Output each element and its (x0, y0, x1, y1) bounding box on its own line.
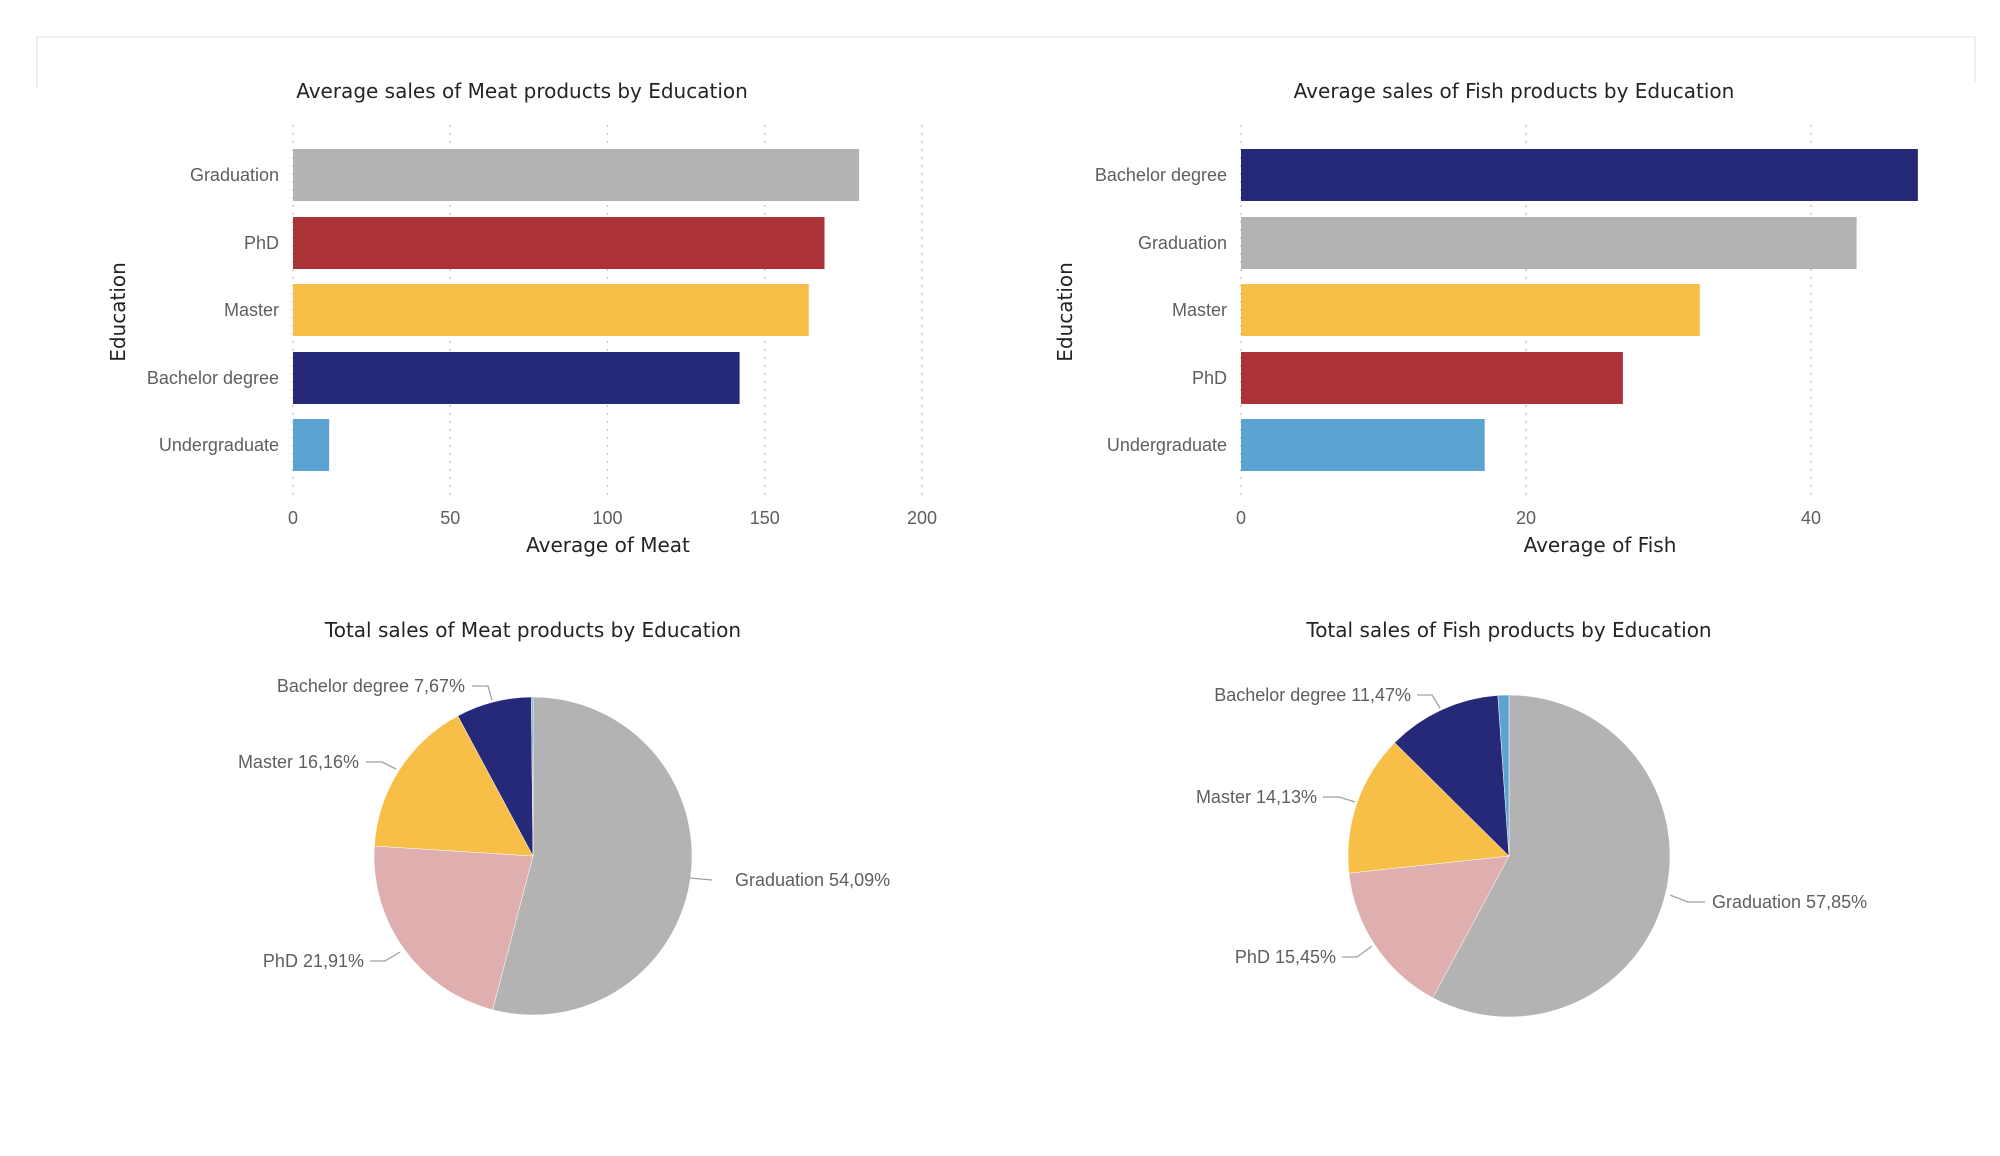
bar[interactable] (1241, 149, 1918, 201)
pie-slice[interactable] (373, 845, 534, 1011)
pie-slice[interactable] (531, 696, 534, 857)
slice-label: PhD 21,91% (263, 951, 364, 971)
y-axis-title: Education (1053, 262, 1077, 362)
x-tick-label: 20 (1516, 508, 1536, 528)
x-tick-label: 50 (440, 508, 460, 528)
slice-label: Bachelor degree 7,67% (277, 676, 465, 696)
slice-labels: Graduation 54,09% PhD 21,91% Master 16,16%… (238, 676, 890, 971)
fish-bar-chart[interactable]: Average sales of Fish products by Educat… (1053, 79, 1918, 557)
pie-slice[interactable] (374, 715, 534, 857)
pie-slices (373, 696, 693, 1016)
category-label: Graduation (1138, 233, 1227, 253)
chart-title: Total sales of Fish products by Educatio… (1305, 618, 1711, 642)
slice-label: Master 16,16% (238, 752, 359, 772)
pie-slice[interactable] (1432, 694, 1671, 1018)
slice-label: Graduation 54,09% (735, 870, 890, 890)
y-axis-title: Education (106, 262, 130, 362)
leader-line (370, 951, 401, 962)
category-labels: Graduation PhD Master Bachelor degree Underg… (147, 165, 279, 455)
category-label: PhD (1192, 368, 1227, 388)
bars (293, 149, 860, 471)
x-tick-labels: 0 50 100 150 200 (288, 508, 937, 528)
x-tick-labels: 0 20 40 (1236, 508, 1821, 528)
pie-slices (1347, 694, 1671, 1018)
bar[interactable] (293, 217, 825, 269)
category-labels: Bachelor degree Graduation Master PhD Underg… (1095, 165, 1227, 455)
leader-line (689, 877, 713, 881)
pie-slice[interactable] (492, 696, 693, 1016)
category-label: Master (224, 300, 279, 320)
category-label: Undergraduate (1107, 435, 1227, 455)
leader-line (1342, 945, 1373, 958)
fish-pie-chart[interactable]: Total sales of Fish products by Educatio… (1196, 618, 1867, 1018)
meat-pie-chart[interactable]: Total sales of Meat products by Educatio… (238, 618, 890, 1016)
bar[interactable] (1241, 352, 1623, 404)
leader-line (1669, 894, 1705, 903)
chart-title: Total sales of Meat products by Educatio… (324, 618, 741, 642)
x-axis-title: Average of Fish (1524, 533, 1677, 557)
chart-title: Average sales of Fish products by Educat… (1294, 79, 1735, 103)
bar[interactable] (293, 149, 860, 201)
bar[interactable] (293, 352, 740, 404)
x-tick-label: 0 (1236, 508, 1246, 528)
x-tick-label: 150 (750, 508, 780, 528)
x-tick-label: 0 (288, 508, 298, 528)
pie-slice[interactable] (1348, 855, 1510, 999)
slice-label: Bachelor degree 11,47% (1214, 685, 1411, 705)
slice-labels: Graduation 57,85% PhD 15,45% Master 14,13%… (1196, 685, 1867, 967)
bars (1241, 149, 1918, 471)
category-label: Bachelor degree (1095, 165, 1227, 185)
x-tick-label: 40 (1801, 508, 1821, 528)
report-frame (36, 36, 1976, 88)
leader-line (472, 685, 493, 701)
pie-slice[interactable] (1347, 742, 1510, 874)
bar[interactable] (1241, 217, 1857, 269)
meat-bar-chart[interactable]: Average sales of Meat products by Educat… (106, 79, 937, 557)
leader-line (1417, 694, 1441, 709)
slice-label: Graduation 57,85% (1712, 892, 1867, 912)
category-label: Undergraduate (159, 435, 279, 455)
slice-label: Master 14,13% (1196, 787, 1317, 807)
category-label: Graduation (190, 165, 279, 185)
category-label: Bachelor degree (147, 368, 279, 388)
chart-title: Average sales of Meat products by Educat… (296, 79, 748, 103)
leader-line (366, 761, 397, 770)
pie-slice[interactable] (1497, 694, 1510, 857)
x-axis-title: Average of Meat (526, 533, 690, 557)
x-tick-label: 200 (907, 508, 937, 528)
slice-label: PhD 15,45% (1235, 947, 1336, 967)
bar[interactable] (1241, 284, 1700, 336)
x-tick-label: 100 (592, 508, 622, 528)
bar[interactable] (1241, 419, 1485, 471)
bar[interactable] (293, 419, 330, 471)
pie-slice[interactable] (1394, 695, 1510, 857)
category-label: Master (1172, 300, 1227, 320)
leader-line (1323, 796, 1356, 803)
bar[interactable] (293, 284, 809, 336)
category-label: PhD (244, 233, 279, 253)
